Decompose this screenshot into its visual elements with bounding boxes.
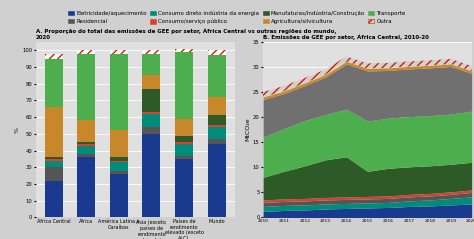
Bar bbox=[208, 50, 226, 55]
Bar bbox=[208, 139, 226, 144]
Bar bbox=[142, 134, 160, 217]
Bar bbox=[110, 157, 128, 161]
Bar bbox=[208, 144, 226, 217]
Bar bbox=[142, 114, 160, 127]
Text: A. Proporção do total das emissões de GEE por setor, África Central vs outras re: A. Proporção do total das emissões de GE… bbox=[36, 28, 336, 40]
Bar bbox=[208, 97, 226, 115]
Bar bbox=[110, 50, 128, 54]
Bar bbox=[110, 174, 128, 217]
Bar bbox=[45, 167, 63, 181]
Bar bbox=[77, 120, 95, 142]
Bar bbox=[142, 50, 160, 54]
Bar bbox=[175, 144, 193, 156]
Bar bbox=[142, 127, 160, 134]
Bar bbox=[45, 54, 63, 59]
Bar bbox=[77, 144, 95, 146]
Bar bbox=[208, 115, 226, 125]
Bar bbox=[45, 157, 63, 159]
Bar bbox=[45, 59, 63, 107]
Bar bbox=[142, 89, 160, 112]
Bar bbox=[142, 112, 160, 114]
Y-axis label: MtCO₂e: MtCO₂e bbox=[245, 118, 250, 141]
Bar bbox=[175, 49, 193, 52]
Bar bbox=[77, 157, 95, 217]
Bar bbox=[77, 142, 95, 144]
Bar bbox=[45, 161, 63, 167]
Bar bbox=[208, 55, 226, 97]
Bar bbox=[45, 181, 63, 217]
Bar bbox=[142, 75, 160, 89]
Bar bbox=[110, 162, 128, 171]
Bar bbox=[142, 54, 160, 75]
Bar bbox=[208, 125, 226, 127]
Bar bbox=[77, 50, 95, 54]
Bar bbox=[77, 146, 95, 154]
Bar bbox=[175, 142, 193, 144]
Bar bbox=[110, 171, 128, 174]
Bar bbox=[77, 154, 95, 157]
Bar bbox=[110, 130, 128, 157]
Bar bbox=[45, 159, 63, 161]
Y-axis label: %: % bbox=[14, 127, 19, 133]
Bar bbox=[77, 54, 95, 120]
Legend: Eletricidade/aquecimento, Residencial, Consumo direto indústria da energia, Cons: Eletricidade/aquecimento, Residencial, C… bbox=[68, 10, 406, 25]
Bar bbox=[175, 119, 193, 136]
Bar bbox=[175, 52, 193, 119]
Bar bbox=[208, 127, 226, 139]
Text: B. Emissões de GEE por setor, África Central, 2010-20: B. Emissões de GEE por setor, África Cen… bbox=[263, 34, 429, 40]
Bar bbox=[175, 156, 193, 159]
Bar bbox=[175, 159, 193, 217]
Bar bbox=[110, 54, 128, 130]
Bar bbox=[110, 161, 128, 162]
Bar bbox=[45, 107, 63, 157]
Bar bbox=[175, 136, 193, 142]
